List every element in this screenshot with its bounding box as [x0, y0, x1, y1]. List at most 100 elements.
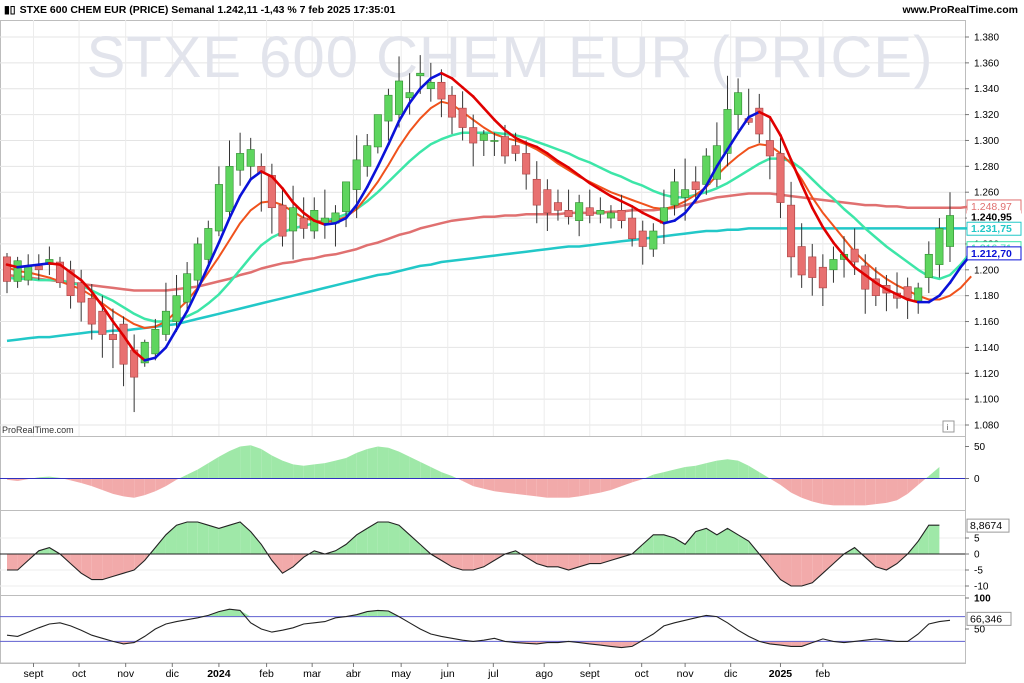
- panel1-fill: [727, 459, 739, 479]
- candle-body: [490, 140, 499, 142]
- panel1-fill: [504, 478, 516, 494]
- panel1-fill: [515, 478, 527, 496]
- panel2-fill: [886, 554, 898, 570]
- panel1-fill: [833, 478, 845, 506]
- panel2-fill: [642, 534, 654, 554]
- panel1-fill: [928, 466, 940, 479]
- site-label[interactable]: www.ProRealTime.com: [902, 4, 1018, 16]
- panel1-fill: [452, 475, 458, 479]
- fast-ma-segment: [37, 262, 51, 266]
- panel1-fill: [557, 478, 569, 498]
- panel1-fill: [738, 460, 749, 479]
- info-icon-label: i: [947, 423, 949, 432]
- time-tick-label: may: [391, 668, 412, 680]
- panel1-fill: [335, 458, 347, 479]
- fast-ma-segment: [567, 166, 581, 177]
- candle-body: [575, 202, 584, 221]
- candle-body: [797, 246, 806, 276]
- candle-body: [617, 210, 626, 221]
- candle-body: [278, 204, 287, 237]
- panel2-fill: [738, 534, 749, 554]
- panel1-fill: [229, 446, 241, 479]
- fast-ma-segment: [291, 201, 305, 215]
- candle-body: [34, 265, 43, 271]
- fast-ma-segment: [418, 77, 433, 91]
- fast-ma-segment: [429, 71, 443, 80]
- panel2-fill: [801, 554, 813, 586]
- panel2-tick-label: 0: [974, 550, 980, 561]
- panel2-tick-label: -5: [974, 566, 983, 577]
- panel3-fill: [240, 610, 251, 617]
- panel2-fill: [38, 547, 50, 554]
- panel2-fill: [208, 525, 219, 554]
- candle-body: [426, 81, 435, 90]
- candle-body: [405, 92, 414, 99]
- candle-body: [193, 243, 202, 281]
- panel2-fill: [271, 554, 283, 574]
- panel1-fill: [367, 446, 378, 479]
- fast-ma-segment: [726, 131, 740, 151]
- panel2-line: [7, 521, 940, 587]
- price-tick-label: 1.300: [974, 136, 999, 147]
- panel1-fill: [409, 456, 421, 479]
- panel1-fill: [568, 478, 580, 498]
- panel2-fill: [441, 554, 453, 567]
- panel1-tick-label: 0: [974, 474, 980, 485]
- panel2-fill: [356, 528, 368, 554]
- panel1-fill: [748, 465, 760, 479]
- candle-body: [342, 181, 351, 212]
- panel1-fill: [134, 478, 145, 498]
- fast-ma-segment: [450, 77, 464, 89]
- panel2-fill: [388, 522, 400, 554]
- price-tick-label: 1.280: [974, 162, 999, 173]
- panel1-fill: [123, 478, 135, 498]
- panel1-fill: [356, 449, 368, 479]
- fast-ma-segment: [334, 216, 348, 225]
- panel1-fill: [706, 460, 717, 479]
- candle-body: [532, 178, 541, 206]
- fast-ma-segment: [132, 349, 147, 362]
- panel1-fill: [653, 472, 664, 479]
- panel1-fill: [197, 463, 209, 479]
- chart-area[interactable]: 1.380 1.360 1.340 1.320 1.300 1.280 1.260 1.240…: [0, 20, 1024, 683]
- fast-ma-segment: [408, 87, 422, 105]
- panel1-fill: [483, 478, 495, 492]
- price-tick-label: 1.120: [974, 369, 999, 380]
- fast-ma-segment: [736, 115, 750, 135]
- fast-ma-segment: [440, 71, 454, 80]
- panel2-value-label: 8,8674: [970, 520, 1002, 532]
- candle-body: [606, 212, 615, 219]
- panel2-fill: [240, 522, 251, 554]
- price-label-box: [966, 246, 1022, 261]
- price-tick-label: 1.340: [974, 84, 999, 95]
- panel1-fill: [526, 478, 537, 497]
- fast-ma-segment: [662, 219, 676, 225]
- panel1-fill: [674, 466, 686, 479]
- fast-ma-segment: [609, 194, 623, 203]
- fast-ma-segment: [259, 170, 274, 178]
- candle-body: [13, 260, 22, 282]
- fast-ma-segment: [48, 262, 62, 266]
- panel2-fill: [706, 528, 717, 554]
- time-tick-label: feb: [816, 668, 831, 680]
- panel1-fill: [218, 450, 230, 479]
- panel1-fill: [695, 463, 707, 479]
- fast-ma-segment: [948, 265, 962, 285]
- fast-ma-segment: [927, 294, 941, 304]
- panel3-fill: [229, 609, 241, 617]
- fast-ma-segment: [323, 221, 337, 226]
- fast-ma-segment: [577, 174, 592, 185]
- fast-ma-segment: [757, 110, 772, 119]
- candlestick-icon: ▮▯: [4, 4, 16, 16]
- panel1-fill: [685, 465, 696, 479]
- candle-body: [416, 72, 425, 77]
- fast-ma-segment: [302, 211, 316, 222]
- fast-ma-segment: [482, 106, 496, 122]
- candle-body: [596, 210, 605, 215]
- panel3-fill: [621, 641, 633, 648]
- panel1-fill: [293, 464, 304, 479]
- candle-body: [448, 94, 457, 118]
- price-tick-label: 1.320: [974, 110, 999, 121]
- candle-body: [945, 215, 955, 247]
